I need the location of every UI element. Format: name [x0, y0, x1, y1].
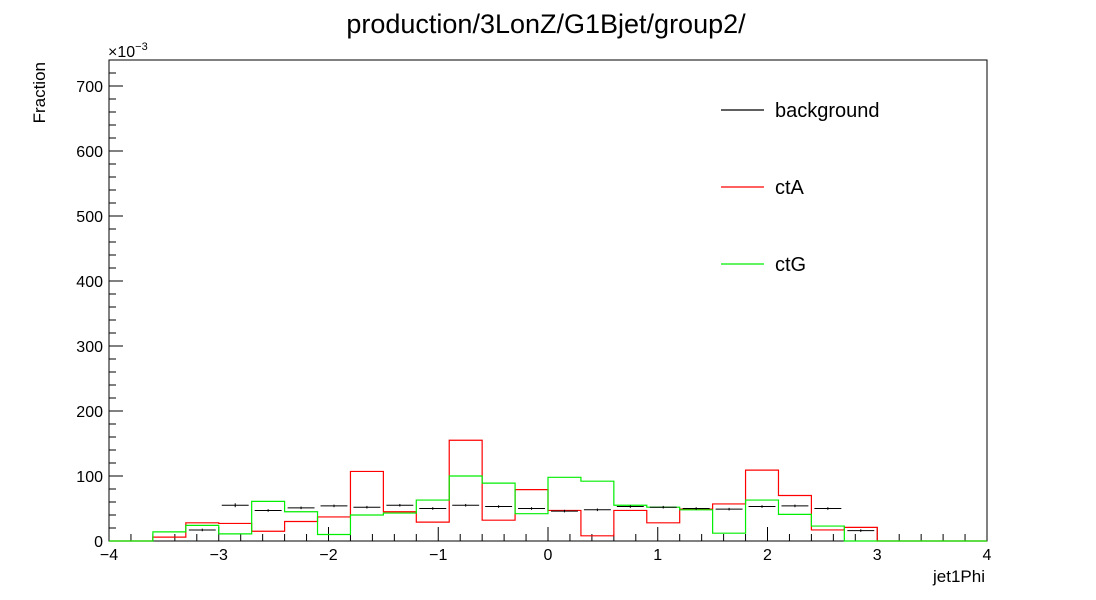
x-axis-label: jet1Phi: [932, 567, 985, 586]
y-exponent-base: ×10: [108, 44, 135, 61]
y-tick-label: 300: [76, 339, 103, 356]
plot-area: −4 −3 −2 −1 0 1 2 3 4 0 100 200 300 400 500 600 700: [76, 59, 992, 564]
x-tick-label: −1: [429, 547, 447, 564]
plot-frame: [108, 59, 988, 542]
x-tick-label: 4: [983, 547, 992, 564]
y-exponent-label: ×10−3: [108, 41, 148, 61]
y-tick-label: 600: [76, 144, 103, 161]
series-ctG-line: [109, 475, 987, 542]
x-tick-label: 1: [653, 547, 662, 564]
x-tick-label: 3: [873, 547, 882, 564]
x-tick-label: 2: [763, 547, 772, 564]
legend-label-ctG: ctG: [775, 254, 806, 276]
legend: background ctA ctG: [721, 100, 880, 276]
x-tick-label: −2: [319, 547, 337, 564]
y-tick-label: 700: [76, 79, 103, 96]
x-tick-label: −3: [210, 547, 228, 564]
y-tick-label: 400: [76, 274, 103, 291]
y-exponent-power: −3: [135, 41, 148, 53]
legend-label-ctA: ctA: [775, 177, 805, 199]
y-tick-label: 200: [76, 404, 103, 421]
y-tick-label: 0: [94, 534, 103, 551]
x-tick-label: −4: [100, 547, 118, 564]
y-axis-label: Fraction: [30, 62, 49, 123]
y-tick-label: 500: [76, 209, 103, 226]
series-ctA-line: [109, 439, 987, 542]
legend-label-background: background: [775, 100, 880, 122]
x-tick-label: 0: [544, 547, 553, 564]
chart-title: production/3LonZ/G1Bjet/group2/: [346, 9, 746, 39]
y-tick-label: 100: [76, 469, 103, 486]
